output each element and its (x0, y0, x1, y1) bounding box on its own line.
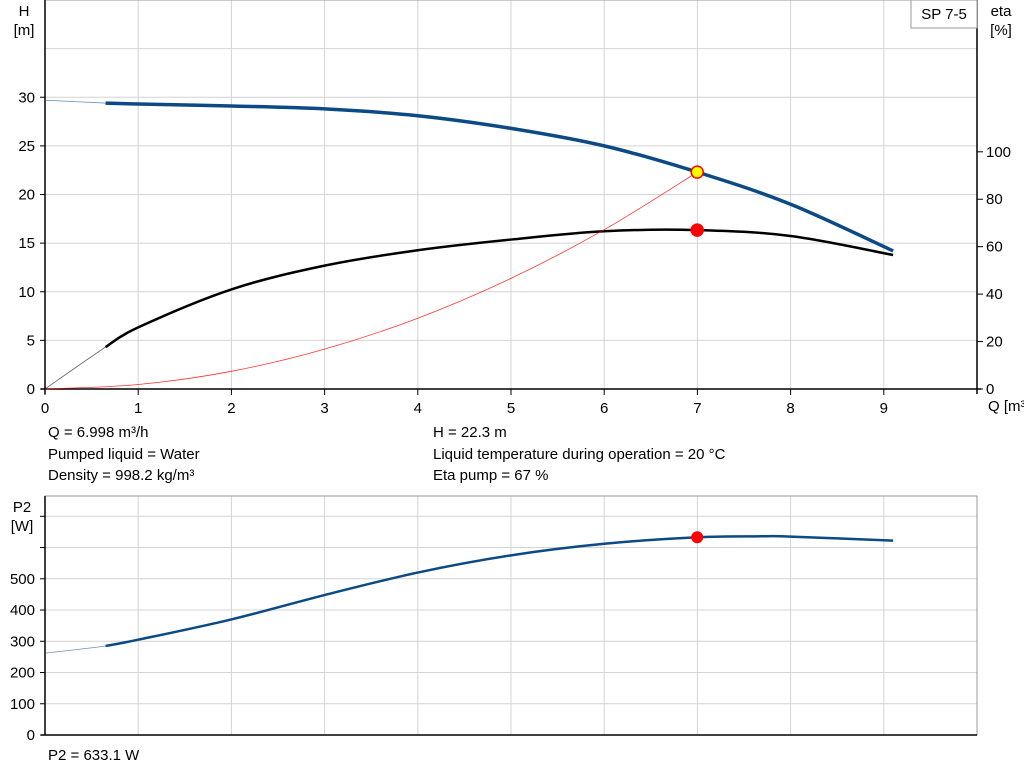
product-label-box (910, 0, 978, 29)
duty-point-power (691, 531, 704, 544)
x-tick-label: 3 (320, 400, 328, 417)
y-left-axis-unit: [m] (14, 22, 35, 39)
y-left-tick-label: 5 (27, 332, 35, 349)
x-tick-label: 1 (134, 400, 142, 417)
x-tick-label: 4 (414, 400, 422, 417)
info-flow: Q = 6.998 m³/h (48, 424, 149, 441)
y-right-axis-unit: [%] (990, 22, 1012, 39)
y-right-tick-label: 60 (986, 239, 1003, 256)
x-tick-label: 7 (693, 400, 701, 417)
info-p2: P2 = 633.1 W (48, 747, 140, 764)
info-head: H = 22.3 m (433, 424, 507, 441)
x-tick-label: 5 (507, 400, 515, 417)
info-liquid: Pumped liquid = Water (48, 446, 200, 463)
y-tick-label: 0 (27, 727, 35, 744)
power-curve-extrapolated (44, 535, 894, 654)
y-left-tick-label: 30 (18, 89, 35, 106)
efficiency-curve-extrapolated (44, 229, 894, 390)
info-temperature: Liquid temperature during operation = 20… (433, 446, 726, 463)
y-right-tick-label: 80 (986, 191, 1003, 208)
duty-point-head (690, 165, 704, 179)
y-right-tick-label: 100 (986, 144, 1011, 161)
x-tick-label: 2 (227, 400, 235, 417)
y-tick-label: 100 (10, 696, 35, 713)
y-left-tick-label: 0 (27, 381, 35, 398)
y-tick-label: 400 (10, 602, 35, 619)
head-curve (105, 101, 894, 253)
y-right-tick-label: 20 (986, 334, 1003, 351)
y-tick-label: 200 (10, 665, 35, 682)
y-tick-label: 500 (10, 571, 35, 588)
power-curve (105, 534, 894, 648)
y-axis-unit-power: [W] (11, 518, 34, 535)
y-right-axis-name: eta (991, 3, 1013, 20)
info-density: Density = 998.2 kg/m³ (48, 467, 195, 484)
y-axis-name-power: P2 (13, 499, 31, 516)
y-tick-label: 300 (10, 633, 35, 650)
system-curve (44, 171, 698, 390)
x-tick-label: 0 (41, 400, 49, 417)
y-right-tick-label: 0 (986, 381, 994, 398)
x-tick-label: 8 (786, 400, 794, 417)
y-right-tick-label: 40 (986, 286, 1003, 303)
x-tick-label: 9 (880, 400, 888, 417)
y-left-tick-label: 15 (18, 235, 35, 252)
x-tick-label: 6 (600, 400, 608, 417)
product-label: SP 7-5 (921, 6, 967, 23)
y-left-tick-label: 25 (18, 138, 35, 155)
x-axis-label: Q [m³/h] (988, 398, 1024, 415)
efficiency-curve (104, 228, 894, 349)
y-left-tick-label: 20 (18, 187, 35, 204)
info-eta: Eta pump = 67 % (433, 467, 549, 484)
y-left-axis-name: H (19, 3, 30, 20)
duty-point-efficiency (690, 223, 704, 237)
y-left-tick-label: 10 (18, 284, 35, 301)
